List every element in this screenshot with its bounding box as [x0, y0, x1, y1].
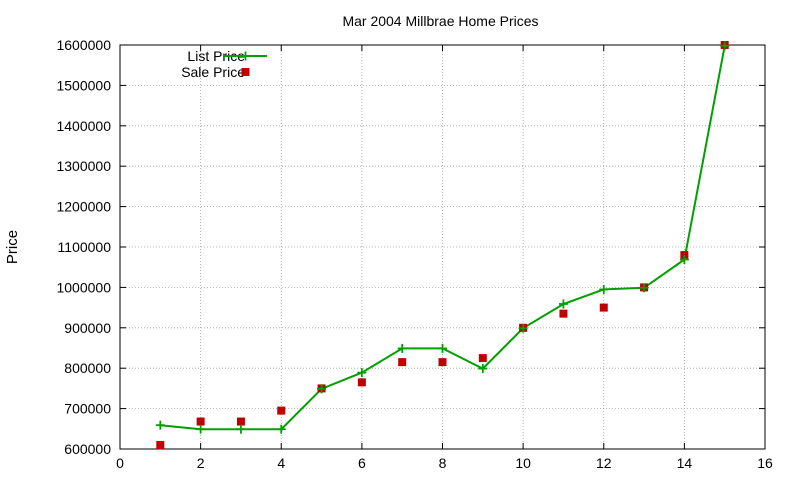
- y-axis-label: Price: [4, 230, 21, 264]
- y-tick-label: 800000: [64, 360, 111, 376]
- sale-price-marker: [196, 417, 205, 426]
- x-tick-label: 12: [596, 455, 612, 471]
- sale-price-marker: [599, 303, 608, 312]
- list-price-marker: [679, 255, 689, 265]
- y-tick-label: 1600000: [56, 37, 111, 53]
- list-price-marker: [438, 343, 447, 353]
- sale-price-marker: [478, 354, 487, 363]
- chart-title: Mar 2004 Millbrae Home Prices: [342, 13, 538, 29]
- x-tick-label: 14: [677, 455, 693, 471]
- list-price-marker: [155, 420, 165, 430]
- list-price-marker: [518, 323, 528, 333]
- list-price-marker: [196, 424, 206, 434]
- x-tick-label: 6: [358, 455, 366, 471]
- y-tick-label: 1000000: [56, 279, 111, 295]
- y-tick-label: 600000: [64, 441, 111, 457]
- list-price-marker: [317, 384, 327, 394]
- sale-price-marker: [398, 358, 407, 367]
- list-price-marker: [478, 364, 488, 374]
- x-tick-label: 2: [197, 455, 205, 471]
- y-tick-label: 1500000: [56, 77, 111, 93]
- list-price-marker: [357, 368, 367, 378]
- y-tick-label: 1100000: [58, 239, 112, 255]
- legend-label-list-price: List Price: [187, 48, 245, 64]
- list-price-marker: [639, 283, 649, 293]
- sale-price-marker: [156, 440, 165, 449]
- x-tick-label: 16: [757, 455, 773, 471]
- grid: [120, 45, 765, 449]
- y-tick-label: 1400000: [56, 118, 111, 134]
- legend-swatch-square: [241, 68, 250, 76]
- y-tick-label: 1200000: [56, 199, 111, 215]
- series-layer: [155, 41, 730, 449]
- list-price-marker: [599, 284, 609, 294]
- axis-ticks: 0 2 4 6 8 10 12 14 16 600000 700000 800000 900000 100…: [56, 37, 773, 471]
- sale-price-marker: [236, 417, 245, 426]
- list-price-marker: [276, 424, 286, 434]
- list-price-marker: [720, 41, 730, 51]
- y-tick-label: 1300000: [56, 158, 111, 174]
- sale-price-marker: [357, 378, 366, 387]
- legend-label-sale-price: Sale Price: [181, 64, 245, 80]
- x-tick-label: 8: [439, 455, 447, 471]
- y-tick-label: 700000: [64, 401, 111, 417]
- x-tick-label: 10: [515, 455, 531, 471]
- list-price-marker: [558, 299, 568, 309]
- y-tick-label: 900000: [64, 320, 111, 336]
- x-tick-label: 4: [277, 455, 285, 471]
- sale-price-marker: [438, 358, 447, 367]
- sale-price-marker: [277, 406, 286, 415]
- list-price-marker: [236, 424, 246, 434]
- list-price-marker: [397, 343, 407, 353]
- sale-price-marker: [559, 309, 568, 318]
- x-tick-label: 0: [116, 455, 124, 471]
